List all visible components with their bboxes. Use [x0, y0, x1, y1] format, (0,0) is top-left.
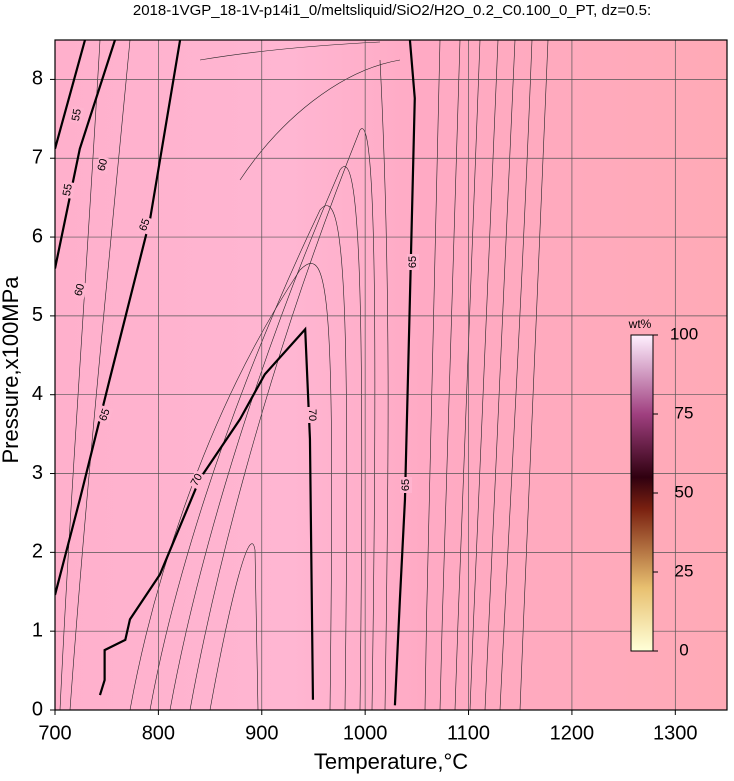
y-tick-label: 3	[32, 462, 43, 484]
contour-label: 55	[61, 183, 75, 197]
contour-label: 60	[73, 283, 88, 298]
contour-label: 65	[400, 479, 412, 491]
contour-label-bg	[400, 477, 412, 493]
x-tick-label: 700	[38, 722, 71, 744]
contour-label-bg	[60, 181, 76, 199]
contour-line	[98, 326, 315, 700]
colorbar-label: wt%	[628, 317, 652, 331]
contour-line	[393, 40, 416, 706]
y-axis-label: Pressure,x100MPa	[0, 276, 23, 464]
x-tick-label: 1200	[550, 722, 595, 744]
x-tick-label: 1000	[343, 722, 388, 744]
contour-label: 65	[137, 217, 152, 233]
contour-label-bg	[306, 407, 318, 423]
colorbar	[630, 334, 654, 652]
contour-label-bg	[69, 106, 85, 124]
contour-label-bg	[72, 280, 88, 300]
contour-label: 70	[306, 409, 318, 421]
y-tick-label: 4	[32, 383, 43, 405]
colorbar-tick-label: 25	[675, 561, 694, 580]
contour-label-bg	[96, 405, 114, 425]
contour-label-bg	[187, 470, 207, 490]
colorbar-tick-label: 100	[670, 324, 698, 343]
x-tick-label: 1100	[447, 722, 490, 744]
y-tick-label: 0	[32, 698, 43, 720]
contour-line	[55, 40, 117, 269]
contour-label: 65	[97, 407, 112, 423]
chart-title: 2018-1VGP_18-1V-p14i1_0/meltsliquid/SiO2…	[133, 2, 651, 19]
y-tick-label: 1	[32, 619, 43, 641]
contour-line	[55, 40, 87, 150]
colorbar-tick-label: 75	[675, 403, 694, 422]
contours: 70 70 65 65 65 65 60 60 55 55	[55, 40, 419, 706]
x-tick-label: 1300	[653, 722, 698, 744]
x-tick-label: 900	[245, 722, 278, 744]
contour-label-bg	[95, 155, 111, 175]
y-tick-label: 7	[32, 147, 43, 169]
contour-label-bg	[407, 254, 419, 270]
contour-label-bg	[136, 215, 154, 235]
thin-contours	[59, 40, 549, 710]
contour-label: 70	[189, 472, 206, 489]
y-tick-label: 5	[32, 304, 43, 326]
y-tick-label: 2	[32, 541, 43, 563]
colorbar-tick-label: 50	[675, 482, 694, 501]
y-tick-label: 6	[32, 225, 43, 247]
colorbar-tick-label: 0	[679, 640, 688, 659]
x-tick-label: 800	[142, 722, 175, 744]
plot-frame	[54, 39, 728, 711]
plot-background	[55, 40, 727, 710]
contour-label: 60	[96, 158, 111, 173]
contour-line	[55, 40, 182, 596]
contour-label: 55	[70, 108, 84, 122]
y-tick-label: 8	[32, 68, 43, 90]
contour-label: 65	[407, 256, 419, 268]
x-axis-label: Temperature,°C	[314, 749, 468, 774]
